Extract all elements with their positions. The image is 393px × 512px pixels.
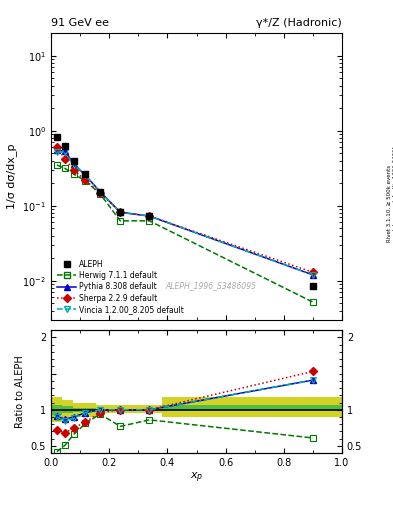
Text: γ*/Z (Hadronic): γ*/Z (Hadronic) bbox=[256, 17, 342, 28]
Text: Rivet 3.1.10, ≥ 500k events
mcplots.cern.ch [arXiv:1306.3436]: Rivet 3.1.10, ≥ 500k events mcplots.cern… bbox=[387, 147, 393, 242]
X-axis label: $x_p$: $x_p$ bbox=[190, 471, 203, 485]
Legend: ALEPH, Herwig 7.1.1 default, Pythia 8.308 default, Sherpa 2.2.9 default, Vincia : ALEPH, Herwig 7.1.1 default, Pythia 8.30… bbox=[55, 258, 187, 316]
Text: 91 GeV ee: 91 GeV ee bbox=[51, 17, 109, 28]
Text: ALEPH_1996_S3486095: ALEPH_1996_S3486095 bbox=[165, 281, 257, 290]
Y-axis label: 1/σ dσ/dx_p: 1/σ dσ/dx_p bbox=[6, 144, 17, 209]
Y-axis label: Ratio to ALEPH: Ratio to ALEPH bbox=[15, 355, 25, 428]
